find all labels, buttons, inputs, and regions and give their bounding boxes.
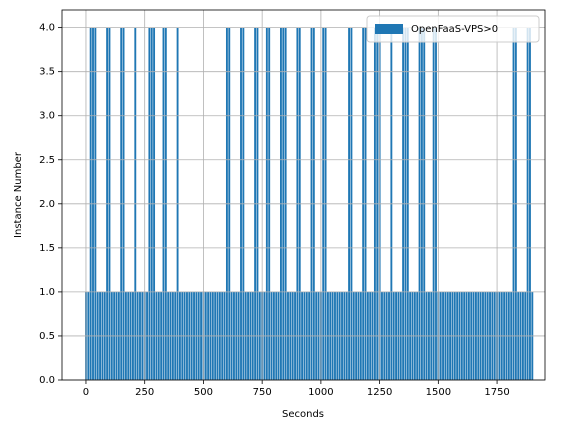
x-tick-label: 250 [135, 387, 154, 398]
y-tick-label: 1.5 [39, 243, 55, 254]
y-tick-label: 2.5 [39, 155, 55, 166]
y-tick-label: 0.5 [39, 331, 55, 342]
legend-box [366, 15, 540, 43]
legend-swatch [375, 24, 403, 34]
y-axis-label: Instance Number [13, 151, 24, 238]
legend-label: OpenFaaS-VPS>0 [411, 24, 498, 35]
x-tick-label: 1000 [308, 387, 333, 398]
x-axis-label: Seconds [282, 409, 324, 420]
y-tick-label: 2.0 [39, 199, 55, 210]
y-tick-label: 0.0 [39, 375, 55, 386]
y-tick-label: 3.5 [39, 67, 55, 78]
y-tick-label: 3.0 [39, 111, 55, 122]
x-tick-label: 0 [83, 387, 89, 398]
x-tick-label: 500 [194, 387, 213, 398]
x-tick-label: 1250 [367, 387, 392, 398]
x-tick-label: 1750 [484, 387, 509, 398]
x-tick-label: 750 [253, 387, 272, 398]
x-tick-label: 1500 [426, 387, 451, 398]
y-tick-label: 4.0 [39, 23, 55, 34]
plot-frame [61, 9, 546, 381]
y-tick-label: 1.0 [39, 287, 55, 298]
